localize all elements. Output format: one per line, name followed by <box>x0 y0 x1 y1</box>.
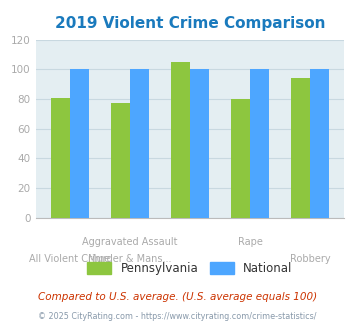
Title: 2019 Violent Crime Comparison: 2019 Violent Crime Comparison <box>55 16 325 31</box>
Bar <box>111 104 130 218</box>
Text: Compared to U.S. average. (U.S. average equals 100): Compared to U.S. average. (U.S. average … <box>38 292 317 302</box>
Bar <box>130 69 149 218</box>
Bar <box>70 69 89 218</box>
Text: Aggravated Assault: Aggravated Assault <box>82 237 178 247</box>
Bar <box>190 69 209 218</box>
Text: Rape: Rape <box>237 237 263 247</box>
Bar <box>310 69 329 218</box>
Text: Murder & Mans...: Murder & Mans... <box>88 254 171 264</box>
Bar <box>250 69 269 218</box>
Bar <box>50 98 70 218</box>
Text: Robbery: Robbery <box>290 254 331 264</box>
Text: All Violent Crime: All Violent Crime <box>29 254 110 264</box>
Legend: Pennsylvania, National: Pennsylvania, National <box>83 257 297 280</box>
Bar <box>171 62 190 218</box>
Text: © 2025 CityRating.com - https://www.cityrating.com/crime-statistics/: © 2025 CityRating.com - https://www.city… <box>38 312 317 321</box>
Bar <box>291 78 310 218</box>
Bar <box>231 99 250 218</box>
